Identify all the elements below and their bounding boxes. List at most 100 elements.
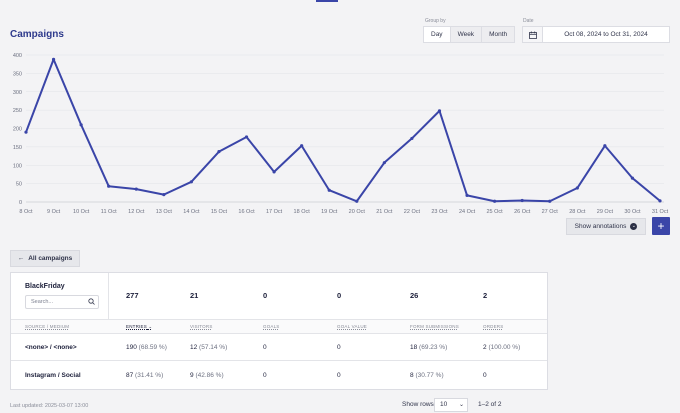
y-tick-label: 300 (13, 90, 22, 96)
rows-per-page-value: 10 (440, 401, 448, 408)
x-tick-label: 28 Oct (569, 209, 586, 215)
data-point (51, 57, 56, 62)
column-header-orders[interactable]: Orders (483, 324, 504, 329)
data-point (493, 199, 497, 203)
column-header-visitors[interactable]: Visitors (190, 324, 213, 329)
campaign-summary-cell: BlackFriday Search... (11, 273, 109, 319)
y-tick-label: 50 (16, 182, 22, 188)
table-row: <none> / <none> 190 (68.59 %) 12 (57.14 … (11, 334, 547, 361)
group-by-month-button[interactable]: Month (481, 26, 516, 43)
source-medium-cell[interactable]: <none> / <none> (25, 344, 77, 351)
data-point (603, 144, 607, 148)
data-point (437, 109, 442, 113)
data-point (548, 199, 552, 203)
chevron-down-icon: ⌄ (630, 223, 638, 230)
visitors-cell: 12 (57.14 %) (190, 344, 227, 351)
x-tick-label: 14 Oct (183, 209, 200, 215)
total-goals: 0 (263, 291, 268, 300)
top-tab-indicator (316, 0, 338, 2)
x-tick-label: 30 Oct (624, 209, 641, 215)
data-point (658, 199, 662, 203)
data-point (244, 135, 249, 139)
group-by-label: Group by (425, 18, 446, 24)
y-tick-label: 150 (13, 145, 22, 151)
entries-percent: (31.41 %) (135, 372, 164, 379)
x-tick-label: 10 Oct (73, 209, 90, 215)
campaign-table-panel: BlackFriday Search... 277 21 0 0 26 2 So… (10, 272, 548, 390)
goals-cell: 0 (263, 344, 267, 351)
data-point (300, 144, 304, 148)
visitors-percent: (42.86 %) (195, 372, 224, 379)
calendar-icon[interactable] (523, 27, 543, 42)
x-tick-label: 27 Oct (542, 209, 559, 215)
group-by-day-button[interactable]: Day (423, 26, 451, 43)
table-header-row: Source / Medium Entries ⌄ Visitors Goals… (11, 319, 547, 334)
data-point (327, 188, 331, 192)
column-header-source-medium[interactable]: Source / Medium (25, 324, 70, 329)
form-submissions-cell: 8 (30.77 %) (410, 372, 444, 379)
form-submissions-percent: (69.23 %) (419, 344, 448, 351)
data-point (79, 123, 83, 127)
x-tick-label: 17 Oct (266, 209, 283, 215)
column-header-goals[interactable]: Goals (263, 324, 280, 329)
arrow-left-icon: ← (17, 255, 25, 262)
page-title: Campaigns (10, 29, 64, 40)
total-entries: 277 (126, 291, 139, 300)
x-tick-label: 9 Oct (47, 209, 61, 215)
entries-cell: 87 (31.41 %) (126, 372, 163, 379)
x-tick-label: 20 Oct (349, 209, 366, 215)
source-medium-cell[interactable]: Instagram / Social (25, 372, 81, 379)
column-header-entries-label: Entries (126, 324, 147, 329)
column-header-goal-value[interactable]: Goal value (337, 324, 368, 329)
x-tick-label: 15 Oct (211, 209, 228, 215)
x-tick-label: 21 Oct (376, 209, 393, 215)
orders-value: 2 (483, 344, 487, 351)
all-campaigns-button[interactable]: ← All campaigns (10, 250, 80, 267)
rows-per-page-select[interactable]: 10 ⌄ (434, 398, 468, 412)
add-annotation-button[interactable]: + (652, 217, 670, 235)
campaign-name: BlackFriday (25, 283, 65, 290)
x-tick-label: 22 Oct (404, 209, 421, 215)
all-campaigns-label: All campaigns (28, 255, 73, 262)
total-goal-value: 0 (337, 291, 342, 300)
show-annotations-button[interactable]: Show annotations ⌄ (566, 218, 646, 235)
date-range-picker[interactable]: Oct 08, 2024 to Oct 31, 2024 (522, 26, 670, 43)
form-submissions-value: 18 (410, 344, 418, 351)
search-input[interactable]: Search... (25, 295, 99, 309)
campaign-line-chart: 0 50 100 150 200 250 300 350 400 8 Oct 9 Oct 10 Oct… (13, 53, 669, 215)
data-point (382, 161, 386, 165)
data-point (465, 193, 469, 197)
goal-value-cell: 0 (337, 372, 341, 379)
y-tick-label: 200 (13, 127, 22, 133)
x-tick-label: 23 Oct (431, 209, 448, 215)
visitors-percent: (57.14 %) (199, 344, 228, 351)
column-header-form-submissions[interactable]: Form submissions (410, 324, 459, 329)
show-rows-label: Show rows: (402, 401, 436, 408)
entries-value: 87 (126, 372, 134, 379)
orders-cell: 0 (483, 372, 487, 379)
total-form-submissions: 26 (410, 291, 419, 300)
goal-value-cell: 0 (337, 344, 341, 351)
visitors-value: 12 (190, 344, 198, 351)
group-by-selector: Day Week Month (423, 26, 516, 43)
date-range-value[interactable]: Oct 08, 2024 to Oct 31, 2024 (564, 31, 648, 38)
table-row: Instagram / Social 87 (31.41 %) 9 (42.86… (11, 362, 547, 389)
visitors-cell: 9 (42.86 %) (190, 372, 224, 379)
data-point (189, 180, 193, 184)
data-point (107, 184, 111, 188)
x-tick-label: 8 Oct (19, 209, 33, 215)
x-tick-label: 18 Oct (294, 209, 311, 215)
x-tick-label: 12 Oct (128, 209, 145, 215)
chevron-down-icon: ⌄ (458, 402, 464, 408)
form-submissions-cell: 18 (69.23 %) (410, 344, 447, 351)
data-point (630, 176, 635, 180)
visitors-value: 9 (190, 372, 194, 379)
x-tick-label: 16 Oct (238, 209, 255, 215)
search-icon[interactable] (88, 298, 95, 305)
group-by-week-button[interactable]: Week (449, 26, 483, 43)
y-tick-label: 0 (19, 200, 22, 206)
data-point (520, 198, 524, 203)
column-header-entries[interactable]: Entries ⌄ (126, 324, 152, 330)
data-point (410, 136, 414, 141)
data-point (355, 199, 359, 203)
